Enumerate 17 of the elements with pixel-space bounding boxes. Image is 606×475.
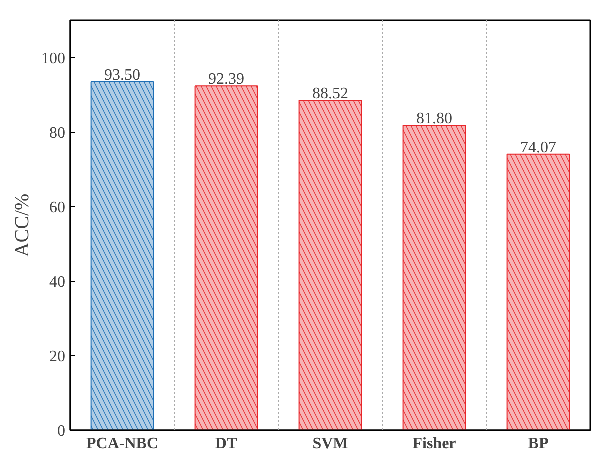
data-label: 74.07: [520, 139, 556, 156]
data-label: 93.50: [104, 67, 140, 84]
y-tick-label: 0: [58, 423, 66, 440]
x-tick-label: BP: [528, 436, 549, 452]
x-tick-label: PCA-NBC: [86, 436, 159, 452]
y-tick-label: 40: [50, 274, 66, 291]
data-label: 92.39: [208, 71, 244, 88]
x-tick-label: SVM: [312, 436, 348, 452]
y-tick-label: 100: [42, 50, 66, 68]
y-tick-label: 20: [50, 348, 66, 366]
data-label: 81.80: [416, 110, 452, 128]
y-tick-label: 60: [50, 199, 66, 216]
data-label: 88.52: [312, 86, 348, 103]
x-tick-label: DT: [215, 436, 238, 452]
y-axis-title: ACC/%: [12, 194, 34, 258]
x-tick-label: Fisher: [412, 436, 456, 452]
y-tick-label: 80: [50, 124, 66, 142]
